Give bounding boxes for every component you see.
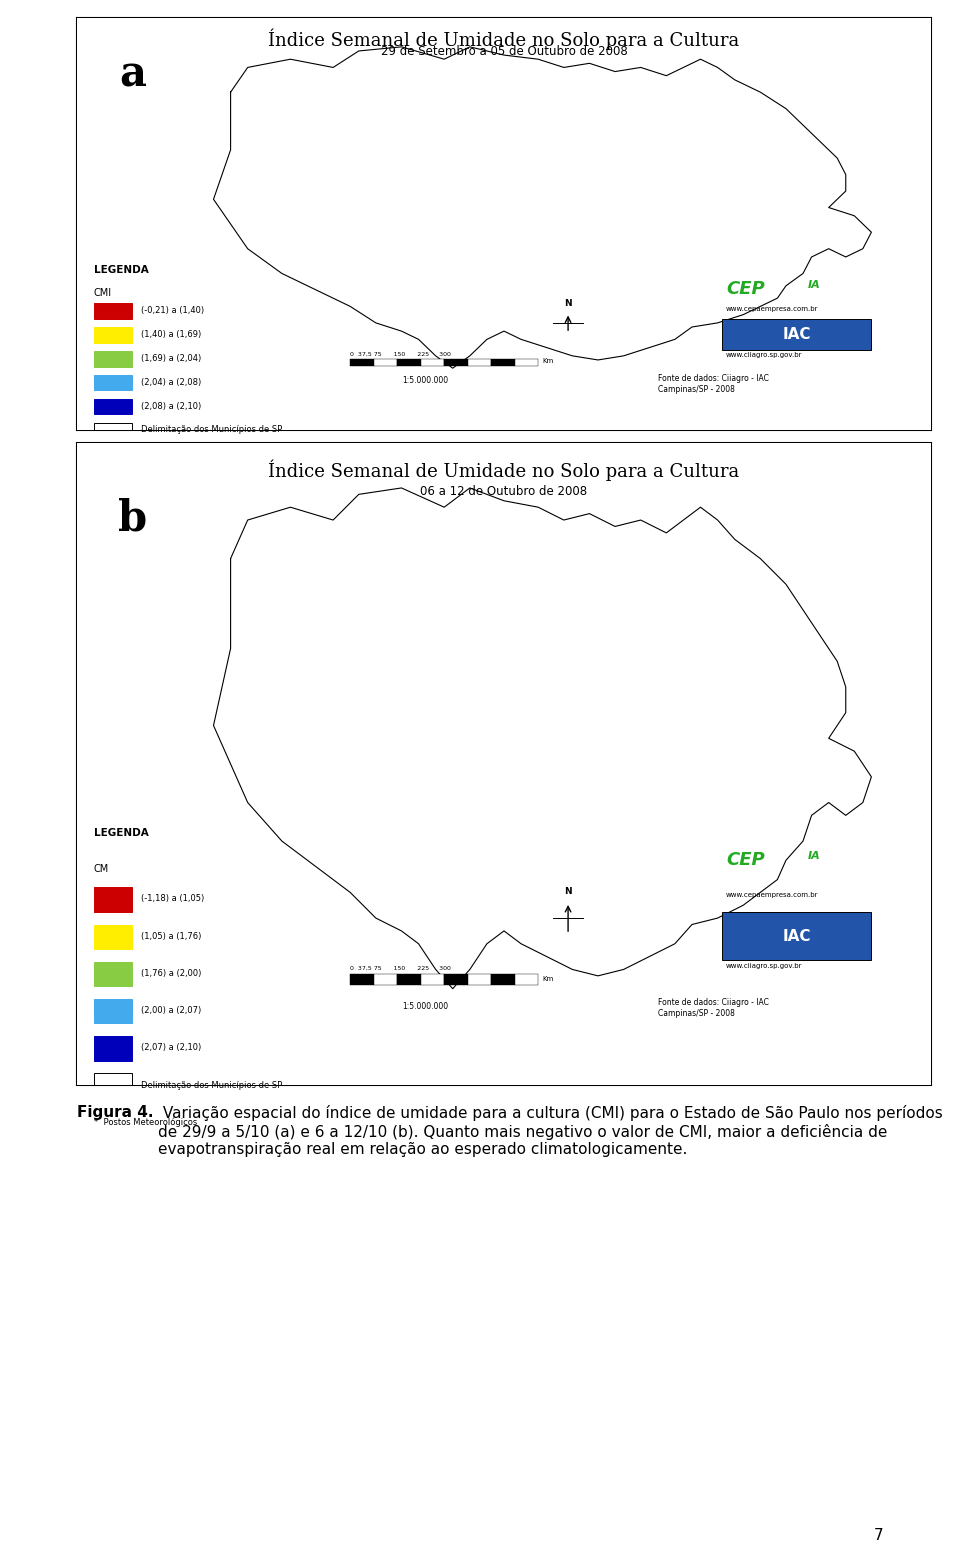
Text: LEGENDA: LEGENDA	[94, 828, 149, 839]
Bar	[94, 925, 132, 948]
Bar	[94, 398, 132, 414]
Bar	[94, 1036, 132, 1061]
Bar	[94, 887, 132, 912]
Bar	[420, 359, 444, 366]
Text: b: b	[118, 498, 147, 539]
Bar	[420, 975, 444, 986]
Text: LEGENDA: LEGENDA	[94, 266, 149, 275]
Text: 1:5.000.000: 1:5.000.000	[402, 1001, 448, 1011]
Text: www.cepaempresa.com.br: www.cepaempresa.com.br	[726, 892, 819, 898]
Text: (2,07) a (2,10): (2,07) a (2,10)	[141, 1043, 202, 1053]
Text: (2,00) a (2,07): (2,00) a (2,07)	[141, 1006, 202, 1015]
Text: CM: CM	[94, 864, 109, 873]
Text: www.ciiagro.sp.gov.br: www.ciiagro.sp.gov.br	[726, 351, 803, 358]
Bar	[722, 912, 872, 959]
Text: 0  37,5 75      150      225     300: 0 37,5 75 150 225 300	[350, 351, 451, 356]
Bar	[444, 359, 468, 366]
Bar	[94, 1073, 132, 1098]
Bar	[373, 359, 397, 366]
Bar	[94, 326, 132, 342]
Bar	[515, 975, 539, 986]
Text: (1,76) a (2,00): (1,76) a (2,00)	[141, 968, 202, 978]
Text: N: N	[564, 887, 572, 895]
Text: (2,04) a (2,08): (2,04) a (2,08)	[141, 378, 202, 387]
Text: Delimitação dos Municípios de SP: Delimitação dos Municípios de SP	[141, 1081, 282, 1090]
Text: N: N	[564, 300, 572, 308]
Bar	[722, 319, 872, 350]
Text: (2,08) a (2,10): (2,08) a (2,10)	[141, 401, 202, 411]
Bar	[94, 423, 132, 439]
Text: 0  37,5 75      150      225     300: 0 37,5 75 150 225 300	[350, 965, 451, 970]
Text: 29 de Setembro a 05 de Outubro de 2008: 29 de Setembro a 05 de Outubro de 2008	[380, 45, 628, 58]
Bar	[94, 375, 132, 390]
Text: Índice Semanal de Umidade no Solo para a Cultura: Índice Semanal de Umidade no Solo para a…	[269, 28, 739, 50]
Text: CEP: CEP	[726, 280, 765, 298]
Bar	[492, 359, 515, 366]
Text: IA: IA	[807, 280, 820, 289]
Text: IAC: IAC	[782, 326, 811, 342]
Text: CMI: CMI	[94, 287, 112, 298]
PathPatch shape	[77, 19, 931, 430]
Text: Delimitação dos Municípios de SP: Delimitação dos Municípios de SP	[141, 425, 282, 434]
Text: (1,69) a (2,04): (1,69) a (2,04)	[141, 355, 202, 362]
Bar	[468, 359, 492, 366]
Text: www.ciiagro.sp.gov.br: www.ciiagro.sp.gov.br	[726, 964, 803, 968]
Bar	[350, 975, 373, 986]
Text: 06 a 12 de Outubro de 2008: 06 a 12 de Outubro de 2008	[420, 484, 588, 498]
Text: IAC: IAC	[782, 928, 811, 943]
Text: Fonte de dados: Ciiagro - IAC
Campinas/SP - 2008: Fonte de dados: Ciiagro - IAC Campinas/S…	[658, 375, 769, 394]
Text: 1:5.000.000: 1:5.000.000	[402, 376, 448, 386]
Bar	[350, 359, 373, 366]
Bar	[468, 975, 492, 986]
Bar	[492, 975, 515, 986]
Text: 7: 7	[874, 1528, 883, 1543]
Text: IA: IA	[807, 851, 820, 861]
PathPatch shape	[77, 444, 931, 1086]
Text: (1,40) a (1,69): (1,40) a (1,69)	[141, 330, 202, 339]
Bar	[94, 351, 132, 367]
Text: (-0,21) a (1,40): (-0,21) a (1,40)	[141, 306, 204, 316]
Bar	[373, 975, 397, 986]
Text: CEP: CEP	[726, 851, 765, 868]
Bar	[94, 1000, 132, 1023]
Text: Km: Km	[542, 358, 554, 364]
Bar	[515, 359, 539, 366]
Text: Fonte de dados: Ciiagro - IAC
Campinas/SP - 2008: Fonte de dados: Ciiagro - IAC Campinas/S…	[658, 998, 769, 1018]
Bar	[94, 303, 132, 319]
Text: (-1,18) a (1,05): (-1,18) a (1,05)	[141, 895, 204, 903]
Text: Variação espacial do índice de umidade para a cultura (CMI) para o Estado de São: Variação espacial do índice de umidade p…	[158, 1104, 943, 1157]
Text: *  Postos Meteorológicos: * Postos Meteorológicos	[94, 1117, 197, 1128]
Bar	[397, 359, 420, 366]
Text: *  Postos Meteorológicos: * Postos Meteorológicos	[94, 450, 197, 459]
Text: (1,05) a (1,76): (1,05) a (1,76)	[141, 931, 202, 940]
Bar	[94, 962, 132, 986]
Text: Índice Semanal de Umidade no Solo para a Cultura: Índice Semanal de Umidade no Solo para a…	[269, 459, 739, 481]
Bar	[397, 975, 420, 986]
Text: www.cepaempresa.com.br: www.cepaempresa.com.br	[726, 306, 819, 312]
Bar	[444, 975, 468, 986]
Text: Km: Km	[542, 976, 554, 982]
Text: a: a	[119, 53, 146, 95]
Text: Figura 4.: Figura 4.	[77, 1104, 154, 1120]
